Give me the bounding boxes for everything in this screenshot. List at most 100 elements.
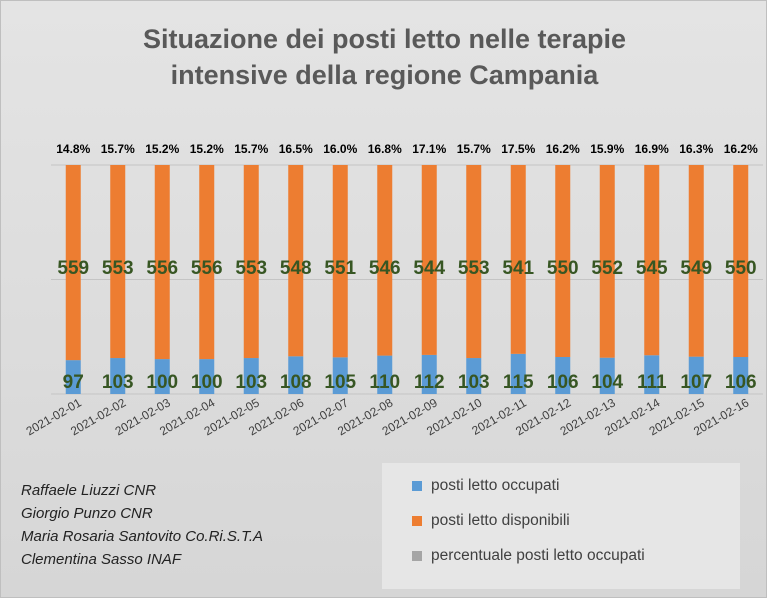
data-label-occupied: 103 [235, 372, 267, 393]
data-label-available: 548 [280, 258, 312, 279]
legend-swatch-occupied [412, 481, 422, 491]
bar-available [332, 165, 348, 358]
data-label-percentage: 15.7% [234, 142, 268, 156]
data-label-occupied: 97 [63, 372, 84, 393]
legend-item-available: posti letto disponibili [412, 512, 570, 530]
bar-occupied [199, 359, 215, 394]
data-label-available: 550 [547, 258, 579, 279]
data-label-percentage: 16.5% [279, 142, 313, 156]
bar-occupied [110, 358, 126, 394]
data-label-occupied: 107 [680, 372, 712, 393]
bar-occupied [377, 355, 393, 394]
data-label-percentage: 16.9% [635, 142, 669, 156]
data-label-available: 541 [502, 258, 534, 279]
data-label-available: 553 [235, 258, 267, 279]
data-label-available: 546 [369, 258, 401, 279]
bar-occupied [421, 354, 437, 394]
credits: Raffaele Liuzzi CNR Giorgio Punzo CNR Ma… [21, 479, 263, 571]
data-label-occupied: 110 [369, 372, 400, 393]
legend-label-available: posti letto disponibili [431, 512, 570, 529]
bar-occupied [466, 358, 482, 394]
bar-available [510, 165, 526, 354]
data-label-occupied: 103 [458, 372, 490, 393]
data-label-available: 553 [458, 258, 490, 279]
data-label-available: 553 [102, 258, 134, 279]
legend-swatch-available [412, 516, 422, 526]
bar-occupied [555, 356, 571, 394]
data-label-percentage: 15.7% [101, 142, 135, 156]
bar-occupied [154, 359, 170, 394]
credit-line: Maria Rosaria Santovito Co.Ri.S.T.A [21, 528, 264, 545]
data-label-occupied: 106 [725, 372, 757, 393]
data-label-available: 545 [636, 258, 668, 279]
bar-occupied [65, 360, 81, 394]
data-label-available: 551 [324, 258, 356, 279]
bar-available [288, 165, 304, 357]
legend-item-percentage: percentuale posti letto occupati [412, 547, 645, 565]
bar-occupied [688, 356, 704, 394]
data-label-percentage: 17.1% [412, 142, 446, 156]
data-label-available: 556 [191, 258, 223, 279]
data-label-available: 549 [680, 258, 712, 279]
data-label-occupied: 100 [146, 372, 178, 393]
data-label-occupied: 115 [503, 372, 534, 393]
bar-available [421, 165, 437, 355]
credit-line: Raffaele Liuzzi CNR [21, 482, 157, 499]
data-label-available: 559 [57, 258, 89, 279]
bar-available [154, 165, 170, 360]
data-label-occupied: 111 [637, 372, 667, 393]
bar-available [644, 165, 660, 356]
data-label-occupied: 100 [191, 372, 223, 393]
data-label-percentage: 16.3% [679, 142, 713, 156]
credit-line: Giorgio Punzo CNR [21, 505, 153, 522]
bar-available [377, 165, 393, 356]
data-label-percentage: 17.5% [501, 142, 535, 156]
data-label-percentage: 16.2% [724, 142, 758, 156]
bar-available [199, 165, 215, 360]
bar-available [110, 165, 126, 359]
legend-swatch-percentage [412, 551, 422, 561]
data-label-percentage: 16.2% [546, 142, 580, 156]
bar-occupied [288, 356, 304, 394]
data-label-occupied: 112 [414, 372, 445, 393]
bar-available [555, 165, 571, 357]
data-label-percentage: 15.9% [590, 142, 624, 156]
legend: posti letto occupati posti letto disponi… [382, 463, 740, 589]
data-label-occupied: 108 [280, 372, 312, 393]
data-label-occupied: 103 [102, 372, 134, 393]
bar-occupied [332, 357, 348, 394]
bar-occupied [243, 358, 259, 394]
bar-available [733, 165, 749, 357]
bar-occupied [510, 353, 526, 394]
legend-label-percentage: percentuale posti letto occupati [431, 547, 645, 564]
data-label-occupied: 106 [547, 372, 579, 393]
chart-title-line-1: Situazione dei posti letto nelle terapie [142, 24, 627, 54]
data-label-available: 544 [413, 258, 445, 279]
data-label-percentage: 15.7% [457, 142, 491, 156]
data-label-available: 556 [146, 258, 178, 279]
data-label-occupied: 105 [324, 372, 356, 393]
chart-title: Situazione dei posti letto nelle terapie… [1, 21, 767, 93]
legend-item-occupied: posti letto occupati [412, 477, 559, 495]
data-label-percentage: 15.2% [190, 142, 224, 156]
bar-available [243, 165, 259, 359]
bar-occupied [599, 357, 615, 394]
chart-plot: 5599714.8%2021-02-0155310315.7%2021-02-0… [24, 142, 763, 438]
data-label-available: 552 [591, 258, 623, 279]
bar-available [65, 165, 81, 361]
bar-available [466, 165, 482, 359]
bar-occupied [733, 356, 749, 394]
data-label-percentage: 15.2% [145, 142, 179, 156]
data-label-occupied: 104 [591, 372, 623, 393]
bar-available [688, 165, 704, 357]
data-label-available: 550 [725, 258, 757, 279]
legend-label-occupied: posti letto occupati [431, 477, 560, 494]
bar-occupied [644, 355, 660, 394]
data-label-percentage: 16.0% [323, 142, 357, 156]
chart-title-line-2: intensive della regione Campania [170, 60, 599, 90]
data-label-percentage: 16.8% [368, 142, 402, 156]
bar-available [599, 165, 615, 358]
data-label-percentage: 14.8% [56, 142, 90, 156]
credit-line: Clementina Sasso INAF [21, 551, 182, 568]
